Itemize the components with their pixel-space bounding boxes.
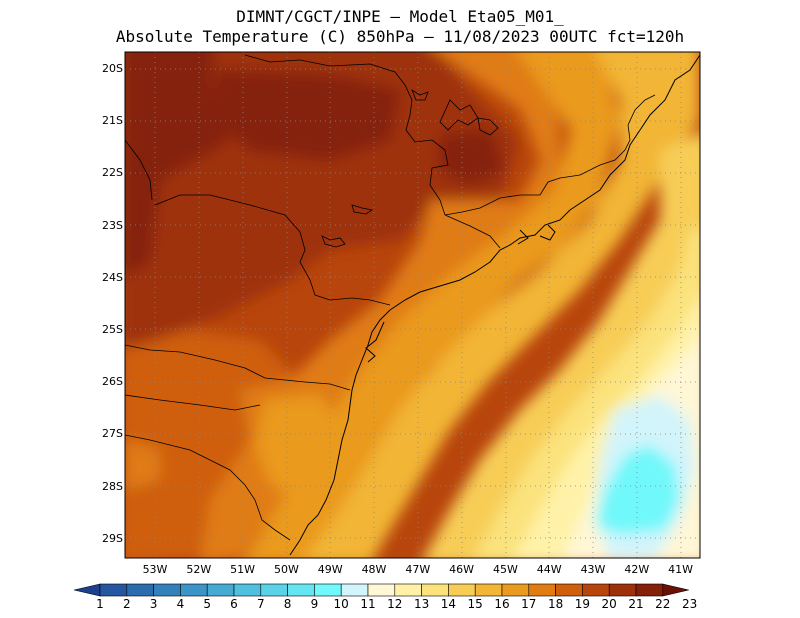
plot-title-line-1: DIMNT/CGCT/INPE – Model Eta05_M01_ bbox=[236, 7, 564, 26]
reservoir-lakes bbox=[321, 89, 499, 248]
lon-label: 52W bbox=[186, 563, 212, 576]
colorbar-label: 4 bbox=[176, 597, 185, 611]
colorbar-label: 11 bbox=[360, 597, 376, 611]
colorbar-label: 13 bbox=[413, 597, 430, 611]
colorbar-swatch bbox=[233, 583, 262, 597]
plot-title-line-2: Absolute Temperature (C) 850hPa – 11/08/… bbox=[115, 27, 685, 46]
colorbar-swatch bbox=[501, 583, 530, 597]
colorbar-label: 22 bbox=[655, 597, 671, 611]
map-frame bbox=[124, 51, 701, 559]
lat-lon-grid bbox=[125, 52, 700, 558]
colorbar-label: 9 bbox=[310, 597, 319, 611]
field-22c bbox=[440, 130, 505, 185]
colorbar-swatch bbox=[528, 583, 556, 597]
field-22 bbox=[125, 52, 230, 277]
field-22b bbox=[215, 70, 400, 160]
colorbar-label: 5 bbox=[203, 597, 211, 611]
field-10 bbox=[595, 445, 680, 535]
colorbar-swatch bbox=[421, 583, 449, 597]
colorbar-label: 1 bbox=[96, 597, 104, 611]
lon-label: 42W bbox=[624, 563, 650, 576]
colorbar-label: 12 bbox=[387, 597, 403, 611]
lat-label: 24S bbox=[102, 270, 123, 284]
state-borders bbox=[125, 54, 656, 541]
lon-label: 50W bbox=[273, 563, 299, 576]
colorbar-label: 15 bbox=[467, 597, 483, 611]
lat-label: 27S bbox=[102, 427, 123, 441]
colorbar-swatch bbox=[555, 583, 583, 597]
colorbar-label: 8 bbox=[283, 597, 292, 611]
colorbar-swatch bbox=[206, 583, 235, 597]
colorbar-label: 6 bbox=[230, 597, 238, 611]
lon-label: 43W bbox=[580, 563, 606, 576]
colorbar-swatch bbox=[340, 583, 369, 597]
lat-label: 29S bbox=[102, 531, 123, 545]
colorbar-label: 19 bbox=[574, 597, 591, 611]
colorbar-low-arrow bbox=[73, 583, 101, 597]
colorbar-label: 14 bbox=[440, 597, 457, 611]
lat-label: 21S bbox=[102, 114, 123, 128]
lat-label: 23S bbox=[102, 218, 123, 232]
lat-label: 20S bbox=[102, 62, 123, 75]
lon-label: 41W bbox=[668, 563, 694, 576]
lon-label: 48W bbox=[361, 563, 387, 576]
colorbar-swatch bbox=[474, 583, 503, 597]
lon-label: 53W bbox=[142, 563, 168, 576]
lat-label: 25S bbox=[102, 323, 123, 336]
lon-label: 47W bbox=[405, 563, 431, 576]
colorbar-high-arrow bbox=[662, 583, 689, 597]
colorbar-label: 7 bbox=[256, 597, 265, 611]
colorbar-label: 21 bbox=[628, 597, 644, 611]
colorbar-swatch bbox=[608, 583, 637, 597]
colorbar-label: 17 bbox=[521, 597, 537, 611]
colorbar-swatch bbox=[180, 583, 208, 597]
colorbar-swatch bbox=[367, 583, 396, 597]
colorbar-swatch bbox=[394, 583, 422, 597]
colorbar-swatch bbox=[448, 583, 476, 597]
lon-label: 45W bbox=[492, 563, 518, 576]
coastline bbox=[289, 54, 700, 556]
lat-label: 28S bbox=[102, 479, 123, 493]
colorbar-label: 2 bbox=[122, 597, 131, 611]
colorbar-label: 16 bbox=[494, 597, 510, 611]
colorbar-swatch bbox=[287, 583, 315, 597]
lat-label: 26S bbox=[102, 375, 123, 389]
field-18-west bbox=[125, 440, 160, 490]
colorbar-swatch bbox=[126, 583, 154, 597]
field-16 bbox=[305, 52, 700, 558]
colorbar-label: 20 bbox=[601, 597, 617, 611]
coastline-bays bbox=[365, 224, 556, 363]
colorbar-swatch bbox=[153, 583, 181, 597]
colorbar-label: 3 bbox=[149, 597, 158, 611]
colorbar-swatch bbox=[582, 583, 610, 597]
lat-label: 22S bbox=[102, 166, 123, 180]
colorbar-swatch bbox=[635, 583, 664, 597]
lon-label: 51W bbox=[230, 563, 256, 576]
field-17-blob bbox=[255, 395, 345, 500]
lon-label: 49W bbox=[317, 563, 343, 576]
temperature-field bbox=[125, 52, 700, 558]
lon-label: 44W bbox=[536, 563, 562, 576]
colorbar-swatch bbox=[99, 583, 128, 597]
colorbar-label: 10 bbox=[333, 597, 349, 611]
colorbar-swatch bbox=[314, 583, 342, 597]
colorbar bbox=[73, 583, 689, 597]
colorbar-label: 23 bbox=[681, 597, 698, 611]
colorbar-swatch bbox=[260, 583, 288, 597]
colorbar-label: 18 bbox=[547, 597, 564, 611]
lon-label: 46W bbox=[449, 563, 475, 576]
